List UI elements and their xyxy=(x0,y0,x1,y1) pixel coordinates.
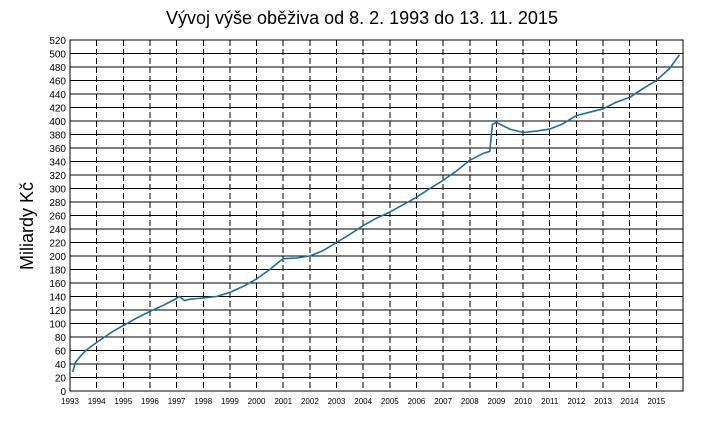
frame-layer xyxy=(69,39,684,392)
y-tick-label: 380 xyxy=(49,131,66,142)
y-tick-label: 400 xyxy=(49,117,66,128)
x-tick-label: 2012 xyxy=(567,397,585,406)
y-tick-label: 320 xyxy=(49,171,66,182)
x-tick-label: 2000 xyxy=(248,397,266,406)
y-tick-label: 80 xyxy=(55,333,67,344)
x-tick-label: 1999 xyxy=(221,397,239,406)
y-tick-label: 220 xyxy=(49,239,66,250)
x-tick-label: 2004 xyxy=(354,397,372,406)
y-tick-label: 240 xyxy=(49,225,66,236)
x-tick-label: 2015 xyxy=(647,397,665,406)
x-tick-label: 2006 xyxy=(408,397,426,406)
x-tick-label: 1994 xyxy=(88,397,106,406)
y-tick-label: 360 xyxy=(49,144,66,155)
series-line xyxy=(71,54,681,373)
y-tick-label: 160 xyxy=(49,279,66,290)
x-tick-label: 2005 xyxy=(381,397,399,406)
y-tick-label: 180 xyxy=(49,266,66,277)
x-tick-label: 1993 xyxy=(61,397,79,406)
y-tick-label: 300 xyxy=(49,185,66,196)
grid-layer xyxy=(70,39,683,391)
x-tick-label: 2014 xyxy=(621,397,639,406)
y-tick-label: 0 xyxy=(60,387,66,398)
y-tick-label: 260 xyxy=(49,212,66,223)
x-tick-label: 2007 xyxy=(434,397,452,406)
x-tick-label: 2001 xyxy=(274,397,292,406)
x-tick-label: 2011 xyxy=(541,397,559,406)
x-tick-label: 2002 xyxy=(301,397,319,406)
x-tick-label: 2010 xyxy=(514,397,532,406)
x-tick-label: 2003 xyxy=(328,397,346,406)
y-tick-label: 420 xyxy=(49,104,66,115)
x-tick-label: 1997 xyxy=(168,397,186,406)
chart-title: Vývoj výše oběživa od 8. 2. 1993 do 13. … xyxy=(166,8,558,28)
y-axis-label: Miliardy Kč xyxy=(17,182,37,270)
series-layer xyxy=(71,54,681,373)
y-tick-label: 100 xyxy=(49,320,66,331)
y-tick-label: 460 xyxy=(49,77,66,88)
y-tick-label: 340 xyxy=(49,158,66,169)
x-tick-label: 2013 xyxy=(594,397,612,406)
x-tick-label: 2008 xyxy=(461,397,479,406)
y-tick-label: 40 xyxy=(55,360,67,371)
y-tick-label: 120 xyxy=(49,306,66,317)
y-tick-label: 520 xyxy=(49,36,66,47)
x-tick-label: 2009 xyxy=(488,397,506,406)
y-tick-label: 480 xyxy=(49,63,66,74)
y-tick-label: 500 xyxy=(49,50,66,61)
x-tick-label: 1996 xyxy=(141,397,159,406)
x-tick-label: 1998 xyxy=(194,397,212,406)
x-tick-label: 1995 xyxy=(114,397,132,406)
y-tick-labels: 0 20 40 60 80 100 120 140 160 180 200 220 240 260 280 3… xyxy=(49,36,66,398)
y-tick-label: 280 xyxy=(49,198,66,209)
y-tick-label: 60 xyxy=(55,347,67,358)
x-tick-labels: 1993 1994 1995 1996 1997 1998 1999 2000 2001 2002… xyxy=(61,397,666,406)
y-tick-label: 200 xyxy=(49,252,66,263)
y-tick-label: 20 xyxy=(55,374,67,385)
plot-frame xyxy=(69,39,684,392)
y-tick-label: 440 xyxy=(49,90,66,101)
y-tick-label: 140 xyxy=(49,293,66,304)
